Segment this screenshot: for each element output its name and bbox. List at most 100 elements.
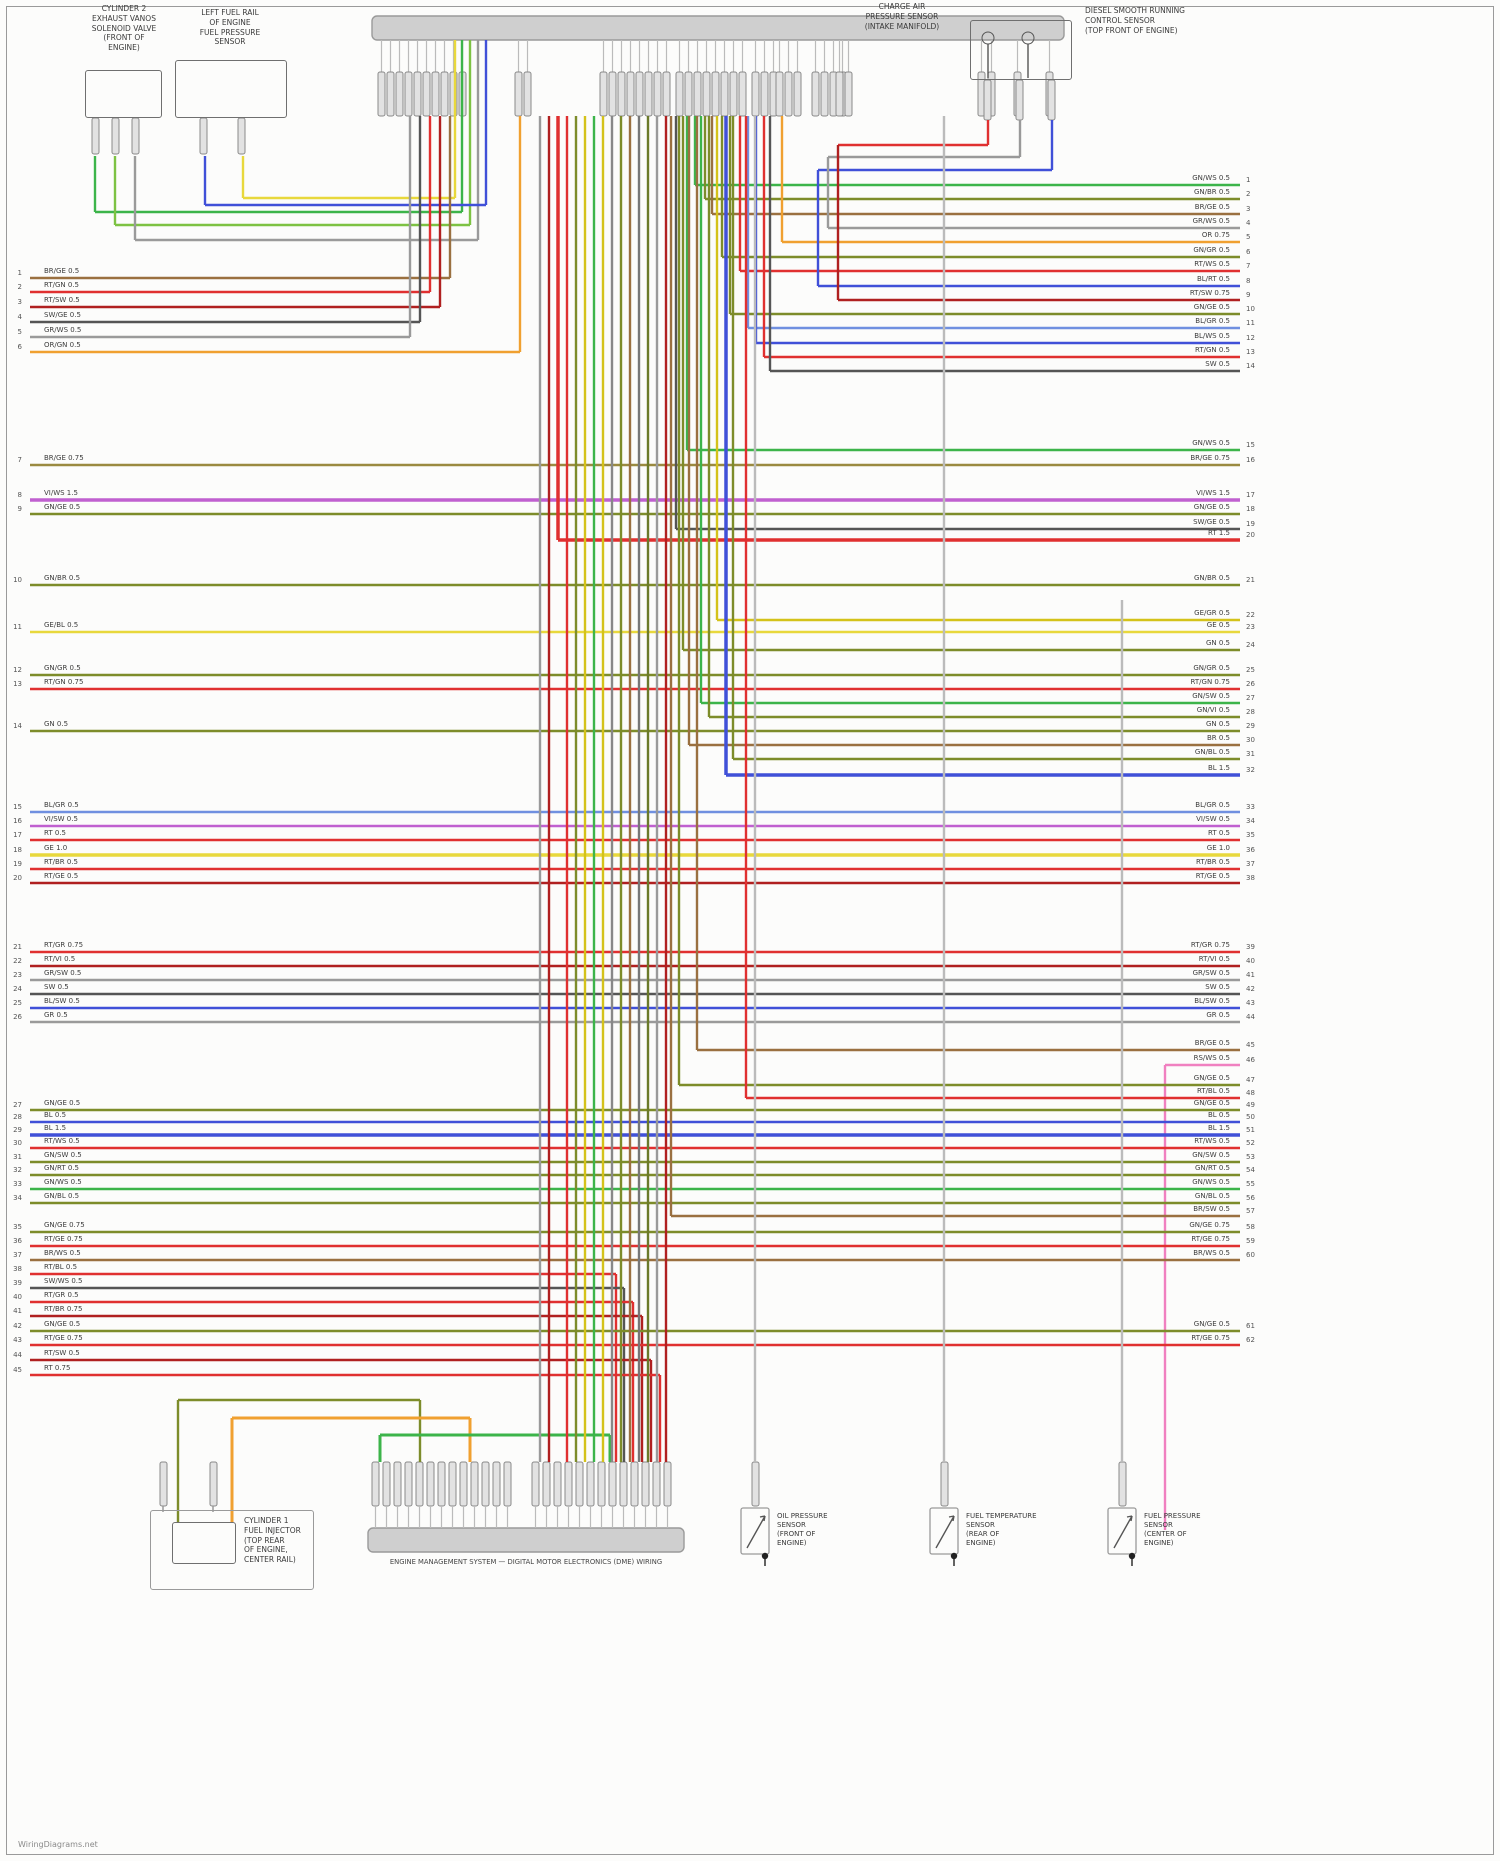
wire-label: BL/RT 0.5 bbox=[1196, 275, 1230, 283]
wire-label: RT/BR 0.5 bbox=[1195, 858, 1230, 866]
pin-number: 18 bbox=[1246, 505, 1255, 513]
pin-number: 23 bbox=[1246, 623, 1255, 631]
pin-number: 61 bbox=[1246, 1322, 1255, 1330]
pin-number: 31 bbox=[1246, 750, 1255, 758]
wire-label: VI/WS 1.5 bbox=[44, 489, 78, 497]
pin-number: 38 bbox=[1246, 874, 1255, 882]
wire-label: GN/GE 0.5 bbox=[1193, 1320, 1230, 1328]
pin-number: 60 bbox=[1246, 1251, 1255, 1259]
wire-label: BR/GE 0.5 bbox=[44, 267, 80, 275]
wire-label: BL/SW 0.5 bbox=[1194, 997, 1230, 1005]
pin-number: 48 bbox=[1246, 1089, 1255, 1097]
wire-label: RT/GN 0.5 bbox=[1194, 346, 1230, 354]
wire-label: RT/SW 0.5 bbox=[44, 1349, 80, 1357]
wire-label: GR/SW 0.5 bbox=[1192, 969, 1230, 977]
wire-label: SW 0.5 bbox=[1205, 360, 1230, 368]
pin-number: 50 bbox=[1246, 1113, 1255, 1121]
wire-label: BL 1.5 bbox=[1207, 1124, 1230, 1132]
wire bbox=[1113, 1515, 1133, 1549]
pin-number: 16 bbox=[1246, 456, 1255, 464]
connector-pin bbox=[459, 1461, 468, 1507]
wire-label: BL 0.5 bbox=[44, 1111, 67, 1119]
pin-number: 54 bbox=[1246, 1166, 1255, 1174]
pin-number: 28 bbox=[13, 1113, 22, 1121]
pin-number: 8 bbox=[1246, 277, 1251, 285]
connector-pin bbox=[395, 71, 404, 117]
connector-pin bbox=[470, 1461, 479, 1507]
wire-label: GN/GE 0.5 bbox=[1193, 303, 1230, 311]
pin-number: 41 bbox=[1246, 971, 1255, 979]
pin-number: 22 bbox=[13, 957, 22, 965]
wire-label: VI/WS 1.5 bbox=[1196, 489, 1230, 497]
wire-label: GN/BL 0.5 bbox=[1194, 748, 1230, 756]
wire-label: VI/SW 0.5 bbox=[44, 815, 78, 823]
connector-pin bbox=[663, 1461, 672, 1507]
pin-number: 39 bbox=[13, 1279, 22, 1287]
wire-label: RS/WS 0.5 bbox=[1193, 1054, 1230, 1062]
wire-label: BL/SW 0.5 bbox=[44, 997, 80, 1005]
wire-label: BR/WS 0.5 bbox=[44, 1249, 81, 1257]
wire-label: RT/GR 0.75 bbox=[44, 941, 84, 949]
pin-number: 5 bbox=[17, 328, 22, 336]
wire-label: RT/BR 0.5 bbox=[44, 858, 79, 866]
connector-pin bbox=[393, 1461, 402, 1507]
wire-label: RT 1.5 bbox=[1208, 529, 1230, 537]
wire-label: GN/RT 0.5 bbox=[44, 1164, 80, 1172]
connector-pin bbox=[693, 71, 702, 117]
wire-label: GN/GE 0.5 bbox=[44, 503, 81, 511]
connector-pin bbox=[652, 1461, 661, 1507]
pin-number: 8 bbox=[17, 491, 22, 499]
connector-pin bbox=[635, 71, 644, 117]
connector-pin bbox=[1107, 1507, 1137, 1555]
pin-number: 47 bbox=[1246, 1076, 1255, 1084]
wire-label: RT/VI 0.5 bbox=[44, 955, 76, 963]
wire-label: RT/GE 0.5 bbox=[1195, 872, 1230, 880]
connector-pin bbox=[684, 71, 693, 117]
wire-label: GN/SW 0.5 bbox=[44, 1151, 82, 1159]
pin-number: 56 bbox=[1246, 1194, 1255, 1202]
component-box-fuel-pressure bbox=[175, 60, 287, 118]
connector-pin bbox=[371, 1461, 380, 1507]
connector-pin bbox=[760, 71, 769, 117]
pin-number: 32 bbox=[13, 1166, 22, 1174]
sensor-label-3: FUEL PRESSURE SENSOR (CENTER OF ENGINE) bbox=[1144, 1512, 1201, 1548]
wire-label: GN/GR 0.5 bbox=[1193, 664, 1230, 672]
wire-label: GE 0.5 bbox=[1206, 621, 1230, 629]
wire-label: BR/GE 0.75 bbox=[44, 454, 84, 462]
connector-pin bbox=[367, 1527, 685, 1553]
pin-number: 4 bbox=[17, 313, 22, 321]
pin-number: 40 bbox=[13, 1293, 22, 1301]
connector-pin bbox=[575, 1461, 584, 1507]
connector-pin bbox=[159, 1461, 168, 1507]
pin-number: 57 bbox=[1246, 1207, 1255, 1215]
pin-number: 32 bbox=[1246, 766, 1255, 774]
wire-label: GR/WS 0.5 bbox=[1192, 217, 1230, 225]
wire-label: RT/GE 0.75 bbox=[44, 1235, 83, 1243]
connector-pin bbox=[199, 117, 208, 155]
pin-number: 43 bbox=[13, 1336, 22, 1344]
pin-number: 24 bbox=[1246, 641, 1255, 649]
wire-label: OR/GN 0.5 bbox=[44, 341, 81, 349]
wire-label: GN/GE 0.5 bbox=[1193, 503, 1230, 511]
pin-number: 44 bbox=[1246, 1013, 1255, 1021]
connector-pin bbox=[404, 71, 413, 117]
pin-number: 14 bbox=[13, 722, 22, 730]
wire-label: SW 0.5 bbox=[1205, 983, 1230, 991]
connector-pin bbox=[597, 1461, 606, 1507]
wire-label: GN 0.5 bbox=[1205, 639, 1230, 647]
pin-number: 14 bbox=[1246, 362, 1255, 370]
connector-pin bbox=[481, 1461, 490, 1507]
pin-number: 18 bbox=[13, 846, 22, 854]
connector-pin bbox=[382, 1461, 391, 1507]
watermark: WiringDiagrams.net bbox=[18, 1840, 98, 1849]
connector-pin bbox=[711, 71, 720, 117]
pin-number: 17 bbox=[1246, 491, 1255, 499]
pin-number: 42 bbox=[1246, 985, 1255, 993]
wire-label: GN/VI 0.5 bbox=[1196, 706, 1230, 714]
pin-number: 33 bbox=[13, 1180, 22, 1188]
injector-outline bbox=[150, 1510, 314, 1590]
connector-pin bbox=[404, 1461, 413, 1507]
wire-label: RT/WS 0.5 bbox=[1194, 260, 1230, 268]
connector-pin bbox=[448, 1461, 457, 1507]
pin-number: 35 bbox=[1246, 831, 1255, 839]
